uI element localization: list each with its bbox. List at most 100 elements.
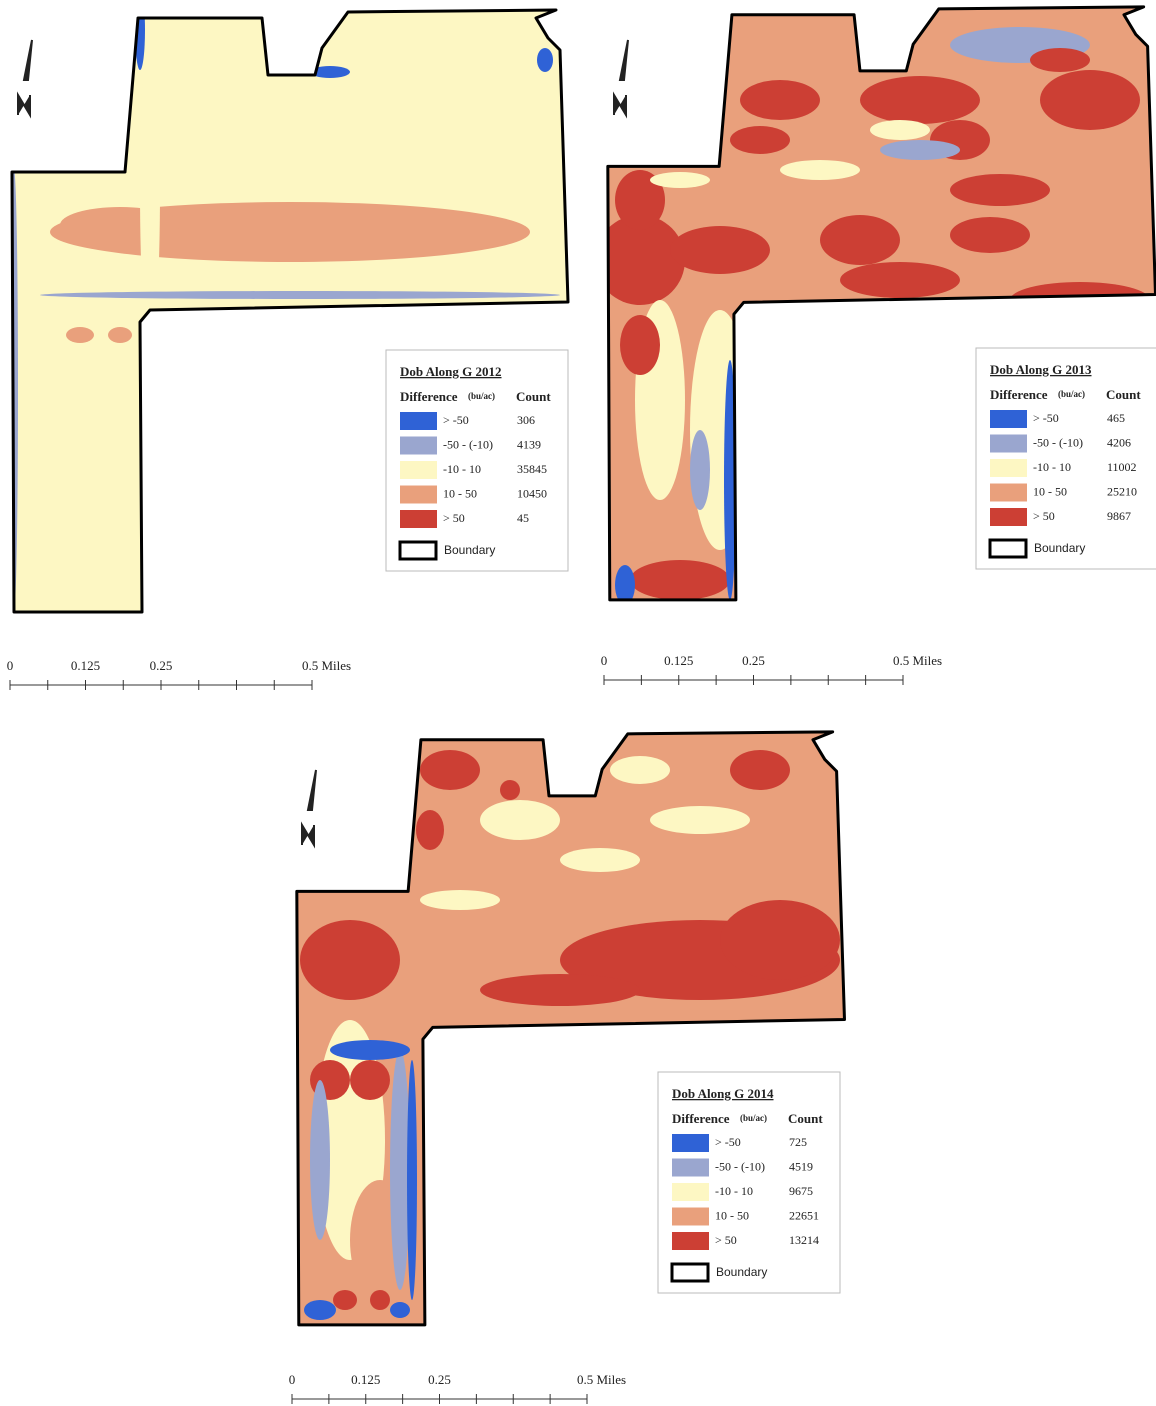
legend-count: 10450 xyxy=(517,486,547,500)
yield-zone xyxy=(740,80,820,120)
yield-zone xyxy=(304,1300,336,1320)
legend-label: 10 - 50 xyxy=(1033,484,1067,498)
legend-count: 4519 xyxy=(789,1159,813,1173)
boundary-swatch xyxy=(990,540,1026,557)
yield-zone xyxy=(690,430,710,510)
legend-count: 4206 xyxy=(1107,435,1131,449)
legend-swatch xyxy=(672,1183,709,1201)
legend-label: -50 - (-10) xyxy=(1033,435,1083,449)
legend-count: 465 xyxy=(1107,411,1125,425)
legend-label: 10 - 50 xyxy=(443,486,477,500)
legend-count: 306 xyxy=(517,413,535,427)
yield-zone xyxy=(390,1302,410,1318)
yield-zone xyxy=(420,890,500,910)
legend-swatch xyxy=(400,412,437,430)
yield-zone xyxy=(310,1080,330,1240)
legend-title: Dob Along G 2013 xyxy=(990,362,1092,377)
yield-zone xyxy=(500,780,520,800)
north-arrow xyxy=(302,770,316,845)
legend-unit: (bu/ac) xyxy=(468,391,495,401)
boundary-label: Boundary xyxy=(444,543,495,557)
yield-zone xyxy=(950,174,1050,206)
scale-label: 0.25 xyxy=(428,1372,451,1387)
yield-zone xyxy=(1040,70,1140,130)
yield-zone xyxy=(820,215,900,265)
yield-zone xyxy=(333,1290,357,1310)
yield-zone xyxy=(780,160,860,180)
yield-zone xyxy=(720,900,840,980)
legend-count: 4139 xyxy=(517,437,541,451)
boundary-swatch xyxy=(400,542,436,559)
legend-swatch xyxy=(672,1232,709,1250)
yield-zone xyxy=(1030,48,1090,72)
scale-label: 0.125 xyxy=(351,1372,380,1387)
yield-zone xyxy=(630,560,730,600)
yield-zone xyxy=(620,500,660,540)
legend-swatch xyxy=(400,461,437,479)
legend-swatch xyxy=(990,484,1027,502)
boundary-label: Boundary xyxy=(1034,541,1085,555)
legend-swatch xyxy=(990,410,1027,428)
yield-zone xyxy=(1010,282,1150,318)
yield-zone xyxy=(370,1290,390,1310)
scale-label: 0.5 Miles xyxy=(893,653,942,668)
legend-swatch xyxy=(672,1159,709,1177)
scale-label: 0 xyxy=(7,658,14,673)
scale-label: 0.25 xyxy=(150,658,173,673)
yield-zone xyxy=(40,291,560,299)
legend-swatch xyxy=(400,510,437,528)
yield-zone xyxy=(730,750,790,790)
legend-header: Difference xyxy=(672,1111,730,1126)
yield-zone xyxy=(537,48,553,72)
legend-count: 25210 xyxy=(1107,484,1137,498)
scale-label: 0.125 xyxy=(71,658,100,673)
legend-label: > -50 xyxy=(715,1135,741,1149)
scale-label: 0 xyxy=(289,1372,296,1387)
yield-zone xyxy=(416,810,444,850)
legend-label: -50 - (-10) xyxy=(443,437,493,451)
yield-zone xyxy=(330,1040,410,1060)
legend-swatch xyxy=(990,459,1027,477)
legend-count: 35845 xyxy=(517,462,547,476)
yield-zone xyxy=(390,1050,410,1290)
yield-zone xyxy=(108,327,132,343)
yield-zone xyxy=(620,315,660,375)
legend-swatch xyxy=(672,1208,709,1226)
legend-label: > 50 xyxy=(1033,509,1055,523)
legend-swatch xyxy=(672,1134,709,1152)
yield-zone xyxy=(950,217,1030,253)
scale-label: 0 xyxy=(601,653,608,668)
yield-zone xyxy=(840,262,960,298)
legend-label: -50 - (-10) xyxy=(715,1159,765,1173)
legend-box xyxy=(386,350,568,571)
yield-zone xyxy=(650,806,750,834)
boundary-swatch xyxy=(672,1264,708,1281)
legend-label: > -50 xyxy=(1033,411,1059,425)
boundary-label: Boundary xyxy=(716,1265,767,1279)
yield-zone xyxy=(730,126,790,154)
legend-box xyxy=(658,1072,840,1293)
legend-count: 9675 xyxy=(789,1184,813,1198)
yield-zone xyxy=(610,756,670,784)
legend-count: 11002 xyxy=(1107,460,1137,474)
legend-unit: (bu/ac) xyxy=(1058,389,1085,399)
yield-zone xyxy=(60,207,180,243)
legend-label: > -50 xyxy=(443,413,469,427)
legend-count-header: Count xyxy=(1106,387,1141,402)
yield-zone xyxy=(870,120,930,140)
yield-zone xyxy=(420,750,480,790)
legend-count: 22651 xyxy=(789,1208,819,1222)
legend-count-header: Count xyxy=(788,1111,823,1126)
scale-label: 0.125 xyxy=(664,653,693,668)
yield-zone xyxy=(650,172,710,188)
legend-unit: (bu/ac) xyxy=(740,1113,767,1123)
yield-zone xyxy=(140,30,160,350)
legend-box xyxy=(976,348,1156,569)
legend-swatch xyxy=(400,486,437,504)
north-arrow xyxy=(18,40,32,115)
legend-count: 13214 xyxy=(789,1233,819,1247)
legend-label: -10 - 10 xyxy=(715,1184,753,1198)
north-arrow xyxy=(614,40,628,115)
legend-count: 9867 xyxy=(1107,509,1131,523)
scale-label: 0.5 Miles xyxy=(302,658,351,673)
